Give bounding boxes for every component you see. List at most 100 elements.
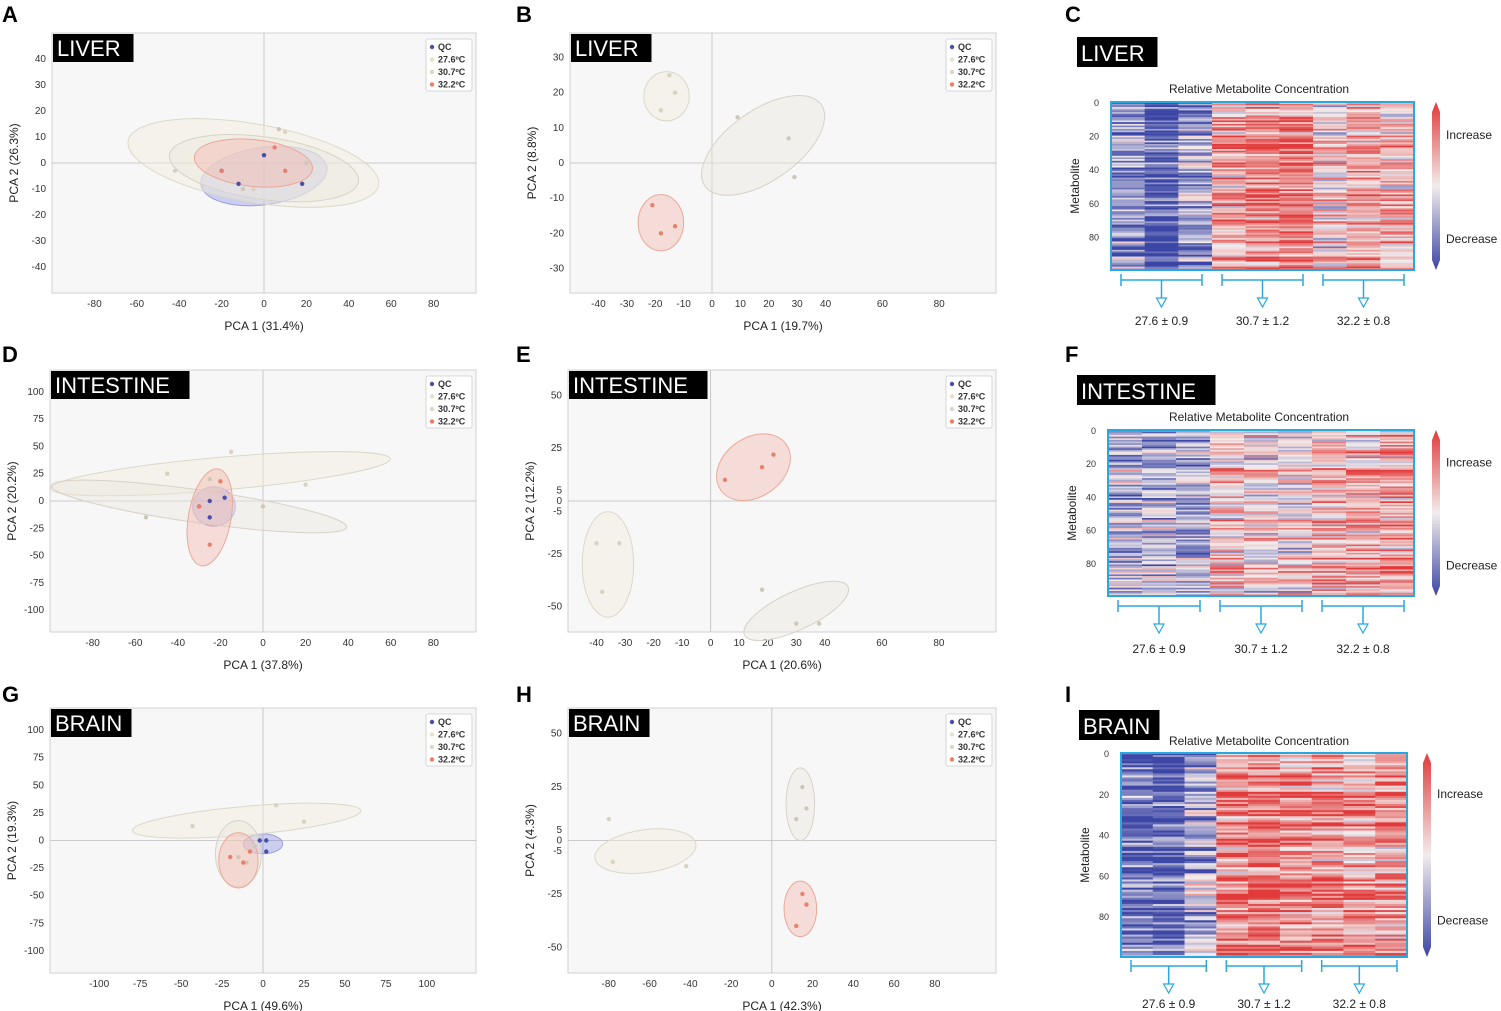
heatmap-cell	[1216, 865, 1249, 868]
heatmap-cell	[1178, 112, 1213, 115]
heatmap-cell	[1245, 228, 1280, 230]
heatmap-cell	[1244, 493, 1279, 496]
heatmap-cell	[1313, 167, 1347, 170]
heatmap-cell	[1121, 765, 1154, 768]
heatmap-cell	[1346, 217, 1381, 220]
heatmap-cell	[1121, 910, 1154, 913]
heatmap-cell	[1176, 469, 1211, 472]
heatmap-cell	[1212, 207, 1246, 210]
heatmap-cell	[1244, 531, 1279, 534]
heatmap-cell	[1343, 899, 1376, 903]
heatmap-cell	[1111, 137, 1145, 140]
heatmap-cell	[1144, 204, 1179, 207]
heatmap-cell	[1210, 459, 1245, 462]
heatmap-cell	[1346, 123, 1381, 126]
heatmap-cell	[1346, 206, 1381, 209]
heatmap-cell	[1142, 547, 1177, 550]
heatmap-cell	[1111, 184, 1145, 187]
tissue-tag: INTESTINE	[55, 373, 170, 398]
heatmap-cell	[1108, 449, 1143, 452]
y-tick-label: 25	[551, 782, 563, 793]
heatmap-cell	[1216, 926, 1249, 929]
heatmap-cell	[1375, 763, 1408, 766]
heatmap-cell	[1111, 155, 1145, 158]
heatmap-cell	[1279, 852, 1312, 856]
heatmap-cell	[1144, 103, 1179, 106]
heatmap-cell	[1248, 940, 1281, 944]
heatmap-cell	[1111, 154, 1145, 157]
heatmap-cell	[1380, 233, 1415, 236]
heatmap-cell	[1178, 191, 1213, 194]
heatmap-cell	[1142, 556, 1177, 559]
data-point-307C	[800, 784, 805, 790]
heatmap-cell	[1313, 217, 1347, 220]
heatmap-cell	[1212, 162, 1246, 165]
heatmap-cell	[1144, 238, 1179, 241]
heatmap-cell	[1184, 789, 1217, 793]
heatmap-cell	[1111, 248, 1145, 251]
heatmap-cell	[1142, 517, 1177, 520]
heatmap-cell	[1176, 574, 1211, 577]
heatmap-cell	[1111, 226, 1145, 229]
heatmap-cell	[1184, 885, 1217, 888]
heatmap-cell	[1176, 526, 1211, 529]
data-point-322C	[283, 168, 288, 173]
heatmap-cell	[1278, 526, 1313, 529]
heatmap-cell	[1346, 577, 1381, 580]
heatmap-cell	[1144, 108, 1179, 111]
heatmap-cell	[1279, 157, 1314, 160]
heatmap-cell	[1278, 516, 1313, 519]
heatmap-cell	[1346, 196, 1381, 199]
heatmap-cell	[1278, 441, 1313, 444]
heatmap-cell	[1313, 249, 1347, 252]
heatmap-cell	[1380, 189, 1415, 192]
y-tick-label: -75	[30, 578, 45, 589]
heatmap-cell	[1216, 903, 1249, 907]
heatmap-cell	[1210, 469, 1245, 472]
heatmap-cell	[1178, 150, 1213, 153]
heatmap-cell	[1108, 531, 1143, 534]
heatmap-cell	[1111, 241, 1145, 244]
heatmap-cell	[1312, 458, 1347, 461]
heatmap-cell	[1184, 916, 1217, 919]
heatmap-cell	[1279, 259, 1314, 262]
legend-marker	[949, 394, 955, 399]
x-axis-label: PCA 1 (31.4%)	[224, 319, 303, 333]
heatmap-cell	[1313, 229, 1347, 232]
heatmap-cell	[1375, 855, 1408, 858]
heatmap-cell	[1108, 456, 1143, 459]
heatmap-cell	[1121, 875, 1154, 878]
heatmap-cell	[1216, 879, 1249, 882]
x-tick-label: -100	[89, 979, 109, 990]
heatmap-cell	[1108, 532, 1143, 535]
pca-plot-a: -80 -60 -40 -20 0 20 40 60 80-40-30-20-100102030…	[7, 32, 477, 333]
heatmap-cell	[1248, 830, 1281, 833]
heatmap-cell	[1184, 881, 1217, 884]
heatmap-cell	[1178, 202, 1213, 205]
heatmap-cell	[1278, 569, 1313, 572]
heatmap-cell	[1121, 871, 1154, 874]
heatmap-cell	[1375, 952, 1408, 956]
heatmap-cell	[1108, 498, 1143, 501]
heatmap-cell	[1245, 261, 1280, 264]
heatmap-cell	[1216, 867, 1249, 870]
heatmap-cell	[1279, 877, 1312, 880]
heatmap-cell	[1375, 793, 1408, 797]
heatmap-cell	[1178, 167, 1213, 170]
heatmap-cell	[1178, 110, 1213, 113]
heatmap-cell	[1184, 763, 1217, 766]
heatmap-cell	[1380, 527, 1415, 530]
heatmap-cell	[1144, 207, 1179, 210]
heatmap-cell	[1313, 132, 1347, 135]
heatmap-cell	[1312, 476, 1347, 479]
heatmap-cell	[1210, 441, 1245, 444]
heatmap-cell	[1121, 757, 1154, 760]
heatmap-cell	[1108, 468, 1143, 471]
heatmap-cell	[1375, 838, 1408, 842]
heatmap-cell	[1375, 812, 1408, 815]
heatmap-cell	[1312, 547, 1347, 550]
heatmap-cell	[1313, 117, 1347, 120]
heatmap-cell	[1142, 431, 1177, 434]
heatmap-cell	[1279, 826, 1312, 829]
heatmap-cell	[1343, 828, 1376, 831]
